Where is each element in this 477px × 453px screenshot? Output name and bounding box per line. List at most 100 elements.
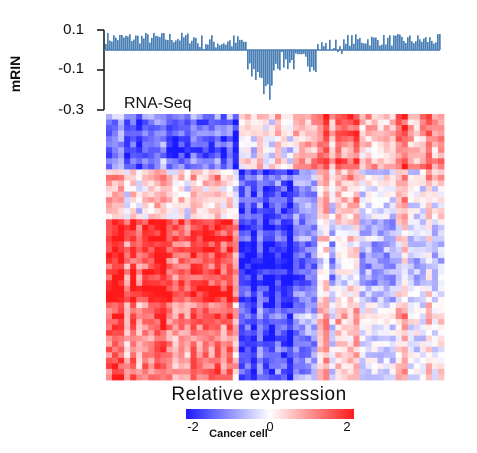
heatmap-cell xyxy=(287,363,294,370)
heatmap-cell xyxy=(317,330,324,337)
heatmap-cell xyxy=(208,285,216,292)
heatmap-cell xyxy=(437,302,445,309)
heatmap-cell xyxy=(190,141,197,148)
heatmap-cell xyxy=(359,341,366,348)
heatmap-cell xyxy=(124,180,131,187)
heatmap-cell xyxy=(232,307,240,314)
heatmap-cell xyxy=(377,241,385,248)
heatmap-cell xyxy=(196,197,203,204)
heatmap-cell xyxy=(118,374,125,381)
heatmap-cell xyxy=(220,224,228,231)
heatmap-cell xyxy=(329,141,336,148)
heatmap-cell xyxy=(154,208,161,215)
heatmap-cell xyxy=(166,125,173,132)
heatmap-cell xyxy=(347,158,354,165)
heatmap-cell xyxy=(347,335,354,342)
heatmap-cell xyxy=(154,319,161,325)
heatmap-cell xyxy=(256,280,264,287)
heatmap-cell xyxy=(347,136,354,143)
heatmap-cell xyxy=(437,141,445,148)
heatmap-cell xyxy=(148,263,155,270)
heatmap-cell xyxy=(202,169,210,176)
heatmap-cell xyxy=(214,163,222,170)
heatmap-cell xyxy=(118,313,125,320)
heatmap-cell xyxy=(136,319,143,325)
heatmap-cell xyxy=(208,158,216,165)
heatmap-cell xyxy=(365,191,372,198)
mrin-bar xyxy=(365,43,367,50)
heatmap-cell xyxy=(160,141,167,148)
heatmap-cell xyxy=(437,119,445,126)
mrin-bar xyxy=(415,41,417,50)
heatmap-cell xyxy=(130,230,137,237)
heatmap-cell xyxy=(359,119,366,126)
heatmap-cell xyxy=(371,307,379,314)
heatmap-cell xyxy=(383,363,391,370)
heatmap-cell xyxy=(401,141,409,148)
heatmap-cell xyxy=(425,147,433,154)
mrin-bar xyxy=(435,42,437,50)
heatmap-cell xyxy=(196,147,203,154)
heatmap-cell xyxy=(184,296,191,303)
heatmap-cell xyxy=(305,125,312,132)
heatmap-cell xyxy=(178,291,185,298)
heatmap-cell xyxy=(262,307,270,314)
heatmap-cell xyxy=(329,147,336,154)
mrin-bar xyxy=(293,50,295,70)
heatmap-cell xyxy=(232,180,240,187)
heatmap-cell xyxy=(413,169,421,176)
heatmap-cell xyxy=(238,169,246,176)
heatmap-cell xyxy=(359,335,366,342)
heatmap-cell xyxy=(268,269,276,276)
heatmap-cell xyxy=(407,125,415,132)
heatmap-cell xyxy=(281,258,288,265)
heatmap-cell xyxy=(395,158,403,165)
heatmap-cell xyxy=(347,269,354,276)
heatmap-cell xyxy=(389,191,397,198)
heatmap-cell xyxy=(256,163,264,170)
mrin-bar xyxy=(163,33,165,50)
heatmap-cell xyxy=(178,169,185,176)
heatmap-cell xyxy=(341,269,348,276)
heatmap-cell xyxy=(226,186,234,192)
heatmap-cell xyxy=(329,269,336,276)
heatmap-cell xyxy=(335,346,342,353)
heatmap-cell xyxy=(142,258,149,265)
heatmap-cell xyxy=(172,307,179,314)
mrin-bar xyxy=(213,41,215,50)
heatmap-cell xyxy=(214,280,222,287)
mrin-bar xyxy=(181,32,183,50)
heatmap-cell xyxy=(130,341,137,348)
heatmap-cell xyxy=(305,263,312,270)
heatmap-cell xyxy=(130,263,137,270)
heatmap-cell xyxy=(262,335,270,342)
heatmap-cell xyxy=(196,324,203,331)
heatmap-cell xyxy=(214,119,222,126)
heatmap-cell xyxy=(112,330,119,337)
heatmap-cell xyxy=(262,291,270,298)
heatmap-cell xyxy=(311,252,318,259)
heatmap-cell xyxy=(166,280,173,287)
heatmap-cell xyxy=(317,263,324,270)
heatmap-cell xyxy=(347,330,354,337)
heatmap-cell xyxy=(431,291,439,298)
heatmap-cell xyxy=(250,163,258,170)
heatmap-cell xyxy=(275,285,282,292)
heatmap-cell xyxy=(431,213,439,220)
heatmap-cell xyxy=(136,363,143,370)
heatmap-cell xyxy=(287,258,294,265)
heatmap-cell xyxy=(395,263,403,270)
heatmap-cell xyxy=(359,324,366,331)
heatmap-cell xyxy=(256,374,264,381)
heatmap-cell xyxy=(299,247,306,253)
heatmap-cell xyxy=(202,346,210,353)
heatmap-cell xyxy=(287,125,294,132)
heatmap-cell xyxy=(275,291,282,298)
heatmap-cell xyxy=(214,291,222,298)
heatmap-cell xyxy=(395,302,403,309)
heatmap-cell xyxy=(196,213,203,220)
heatmap-cell xyxy=(148,368,155,375)
heatmap-cell xyxy=(371,258,379,265)
heatmap-cell xyxy=(365,224,372,231)
heatmap-cell xyxy=(160,330,167,337)
